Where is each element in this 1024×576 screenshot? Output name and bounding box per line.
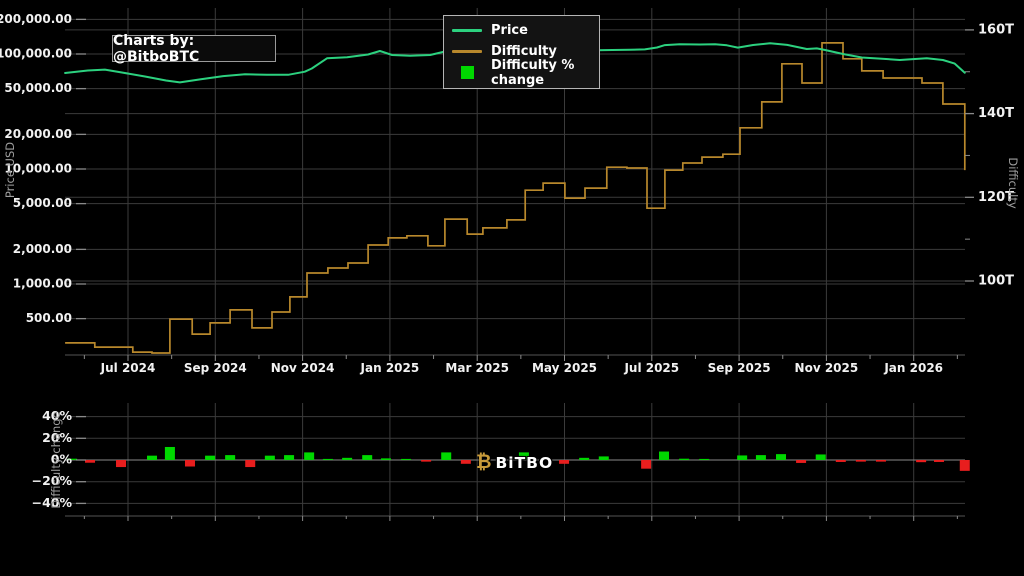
difficulty-change-bar — [559, 460, 570, 464]
x-axis-tick-label: Jan 2025 — [360, 361, 420, 375]
difficulty-change-bar — [737, 455, 748, 460]
difficulty-change-bar — [579, 457, 590, 460]
price-line-swatch — [452, 29, 482, 32]
difficulty-change-bar — [304, 452, 315, 460]
difficulty-change-bar — [85, 460, 96, 463]
difficulty-change-bar — [679, 458, 690, 460]
difficulty-change-bar — [380, 458, 391, 460]
difficulty-change-bar — [322, 458, 333, 460]
difficulty-axis-tick-label: 160T — [978, 22, 1014, 37]
difficulty-axis-tick-label: 100T — [978, 274, 1014, 289]
x-axis-tick-label: Mar 2025 — [445, 361, 509, 375]
difficulty-change-bar — [518, 452, 529, 460]
price-axis-tick-label: 1,000.00 — [13, 277, 72, 291]
difficulty-change-bar — [116, 460, 127, 468]
difficulty-line-swatch — [452, 50, 482, 53]
difficulty-change-bar — [264, 455, 275, 460]
bitbo-logo: ₿ BiTBO — [476, 451, 553, 474]
bottom-axis-title: Difficulty change — [49, 411, 63, 509]
logo-text: BiTBO — [495, 453, 554, 472]
legend-item-difficulty-change[interactable]: Difficulty % change — [452, 58, 589, 88]
difficulty-change-bar — [460, 460, 471, 464]
price-axis-tick-label: 100,000.00 — [0, 47, 72, 61]
difficulty-change-bar — [755, 455, 766, 460]
pct-axis-tick-label: 20% — [42, 430, 72, 445]
watermark-text: Charts by: @BitboBTC — [113, 32, 200, 65]
price-axis-tick-label: 10,000.00 — [4, 162, 72, 176]
legend-label: Price — [491, 23, 528, 38]
x-axis-tick-label: May 2025 — [532, 361, 597, 375]
x-axis-tick-label: Nov 2025 — [795, 361, 859, 375]
x-axis-tick-label: Nov 2024 — [271, 361, 335, 375]
price-axis-tick-label: 5,000.00 — [13, 196, 72, 210]
legend-label: Difficulty % change — [491, 57, 575, 88]
difficulty-change-bar — [641, 460, 652, 469]
difficulty-change-bar — [401, 458, 412, 460]
difficulty-change-bar — [598, 456, 609, 460]
difficulty-change-swatch — [461, 66, 474, 79]
pct-axis-tick-label: −40% — [32, 495, 73, 510]
price-axis-tick-label: 2,000.00 — [13, 242, 72, 256]
difficulty-change-bar — [164, 446, 175, 460]
difficulty-change-bar — [875, 460, 886, 462]
x-axis-tick-label: Jan 2026 — [883, 361, 943, 375]
bitcoin-icon: ₿ — [476, 451, 492, 473]
legend-label: Difficulty — [491, 44, 557, 59]
difficulty-change-bar — [796, 460, 807, 463]
difficulty-change-bar — [699, 458, 710, 460]
difficulty-change-bar — [342, 457, 353, 460]
pct-axis-tick-label: −20% — [32, 473, 73, 488]
x-axis-tick-label: Sep 2025 — [708, 361, 771, 375]
difficulty-change-bar — [441, 452, 452, 460]
difficulty-change-bar — [225, 455, 236, 460]
difficulty-line — [65, 42, 966, 354]
left-axis-title: Price USD — [3, 141, 17, 199]
difficulty-change-bar — [245, 460, 256, 468]
difficulty-change-bar — [659, 451, 670, 460]
price-axis-tick-label: 500.00 — [26, 311, 72, 325]
difficulty-change-bar — [184, 460, 195, 467]
difficulty-change-bar — [362, 455, 373, 460]
price-axis-tick-label: 20,000.00 — [4, 127, 72, 141]
difficulty-change-bar — [776, 454, 787, 460]
difficulty-change-bar — [916, 460, 927, 463]
difficulty-change-bar — [835, 460, 846, 462]
difficulty-change-bar — [284, 455, 295, 460]
pct-axis-tick-label: 40% — [42, 408, 72, 423]
difficulty-change-bar — [815, 454, 826, 460]
difficulty-change-bar — [934, 460, 945, 462]
difficulty-change-bar — [421, 460, 432, 462]
x-axis-tick-label: Jul 2025 — [623, 361, 679, 375]
difficulty-change-bar — [959, 460, 970, 471]
x-axis-tick-label: Jul 2024 — [100, 361, 156, 375]
difficulty-axis-tick-label: 120T — [978, 190, 1014, 205]
x-axis-tick-label: Sep 2024 — [184, 361, 247, 375]
difficulty-axis-tick-label: 140T — [978, 106, 1014, 121]
legend-item-difficulty[interactable]: Difficulty — [452, 44, 589, 59]
difficulty-change-bar — [147, 455, 158, 460]
difficulty-change-bar — [67, 458, 78, 460]
price-axis-tick-label: 200,000.00 — [0, 12, 72, 26]
difficulty-change-bar — [855, 460, 866, 462]
pct-axis-tick-label: 0% — [51, 452, 73, 467]
chart-legend: Price Difficulty Difficulty % change — [443, 15, 600, 89]
watermark-box: Charts by: @BitboBTC — [112, 32, 276, 65]
legend-item-price[interactable]: Price — [452, 23, 589, 38]
price-axis-tick-label: 50,000.00 — [4, 81, 72, 95]
difficulty-change-bar — [205, 455, 216, 460]
right-axis-title: Difficulty — [1006, 157, 1020, 209]
